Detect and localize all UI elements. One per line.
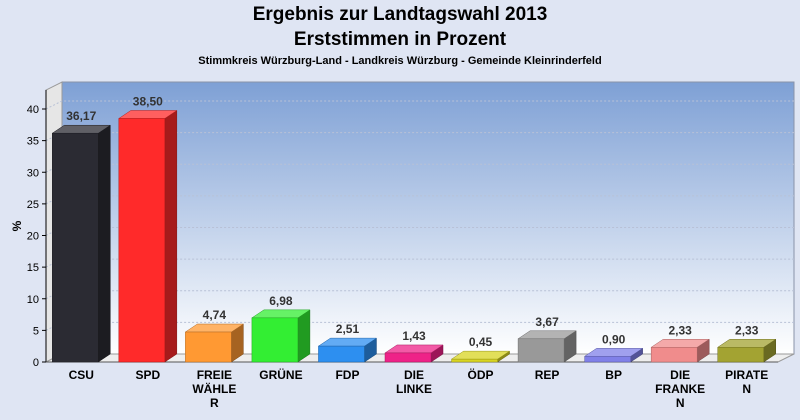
x-tick-label: R bbox=[210, 396, 219, 410]
x-tick-label: FRANKE bbox=[655, 382, 705, 396]
gridline bbox=[45, 100, 794, 110]
x-tick-label: N bbox=[742, 382, 751, 396]
x-tick-label: FDP bbox=[335, 368, 359, 382]
x-tick-label: SPD bbox=[135, 368, 160, 382]
x-tick-label: N bbox=[676, 396, 685, 410]
x-tick-label: REP bbox=[535, 368, 560, 382]
x-tick-label: FREIE bbox=[197, 368, 232, 382]
bar-value-label: 2,33 bbox=[735, 323, 759, 337]
x-tick-label: PIRATE bbox=[725, 368, 768, 382]
x-tick-label: ÖDP bbox=[468, 367, 494, 382]
bar-value-label: 4,74 bbox=[203, 308, 227, 322]
chart-caption: Stimmkreis Würzburg-Land - Landkreis Wür… bbox=[198, 55, 602, 67]
chart-title: Ergebnis zur Landtagswahl 2013 bbox=[252, 4, 548, 25]
x-tick-label: DIE bbox=[670, 368, 690, 382]
bar bbox=[52, 132, 99, 363]
bar-value-label: 1,43 bbox=[402, 329, 426, 343]
bar-value-label: 2,51 bbox=[336, 322, 360, 336]
bar bbox=[185, 331, 232, 363]
bar bbox=[451, 358, 498, 363]
x-tick-label: GRÜNE bbox=[259, 367, 302, 382]
bar bbox=[318, 345, 365, 363]
y-tick-label: 15 bbox=[27, 262, 39, 274]
x-tick-label: CSU bbox=[69, 368, 94, 382]
x-tick-label: BP bbox=[605, 368, 622, 382]
bar-value-label: 0,45 bbox=[469, 335, 493, 349]
y-tick-label: 25 bbox=[27, 199, 39, 211]
bar bbox=[517, 338, 565, 363]
y-tick-label: 10 bbox=[27, 294, 39, 306]
y-axis-label: % bbox=[10, 220, 24, 231]
x-tick-label: LINKE bbox=[396, 382, 432, 396]
y-tick-label: 5 bbox=[33, 325, 39, 337]
bar-side bbox=[297, 309, 311, 363]
x-tick-label: WÄHLE bbox=[192, 381, 236, 396]
bar bbox=[650, 347, 698, 363]
y-tick-label: 30 bbox=[27, 167, 39, 179]
bar bbox=[251, 317, 299, 363]
bar bbox=[384, 352, 432, 363]
y-tick-label: 20 bbox=[27, 231, 39, 243]
bar bbox=[118, 118, 166, 363]
chart-subtitle: Erststimmen in Prozent bbox=[293, 29, 507, 50]
bar-value-label: 2,33 bbox=[669, 323, 693, 337]
bar-value-label: 0,90 bbox=[602, 332, 626, 346]
bar-value-label: 3,67 bbox=[535, 315, 559, 329]
bar-value-label: 6,98 bbox=[269, 294, 293, 308]
bar-value-label: 36,17 bbox=[66, 109, 96, 123]
bar-value-label: 38,50 bbox=[133, 94, 163, 108]
y-tick-label: 40 bbox=[27, 104, 39, 116]
bar-side bbox=[164, 110, 178, 363]
bar-side bbox=[98, 124, 111, 363]
bar bbox=[584, 356, 631, 363]
y-tick-label: 35 bbox=[27, 136, 39, 148]
bar bbox=[717, 347, 764, 363]
y-tick-label: 0 bbox=[33, 357, 39, 369]
x-tick-label: DIE bbox=[404, 368, 424, 382]
